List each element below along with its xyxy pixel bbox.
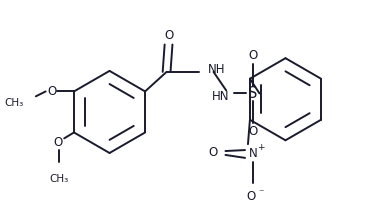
Text: CH₃: CH₃ xyxy=(4,98,23,108)
Text: N: N xyxy=(248,147,257,161)
Text: CH₃: CH₃ xyxy=(50,175,69,184)
Text: O: O xyxy=(248,49,257,62)
Text: O: O xyxy=(246,191,255,203)
Text: O: O xyxy=(54,136,63,149)
Text: S: S xyxy=(248,86,257,101)
Text: +: + xyxy=(257,143,264,152)
Text: O: O xyxy=(248,125,257,138)
Text: O: O xyxy=(208,145,217,159)
Text: NH: NH xyxy=(208,64,225,76)
Text: HN: HN xyxy=(212,90,229,103)
Text: O: O xyxy=(47,85,56,98)
Text: O: O xyxy=(164,29,173,42)
Text: ⁻: ⁻ xyxy=(258,188,264,198)
